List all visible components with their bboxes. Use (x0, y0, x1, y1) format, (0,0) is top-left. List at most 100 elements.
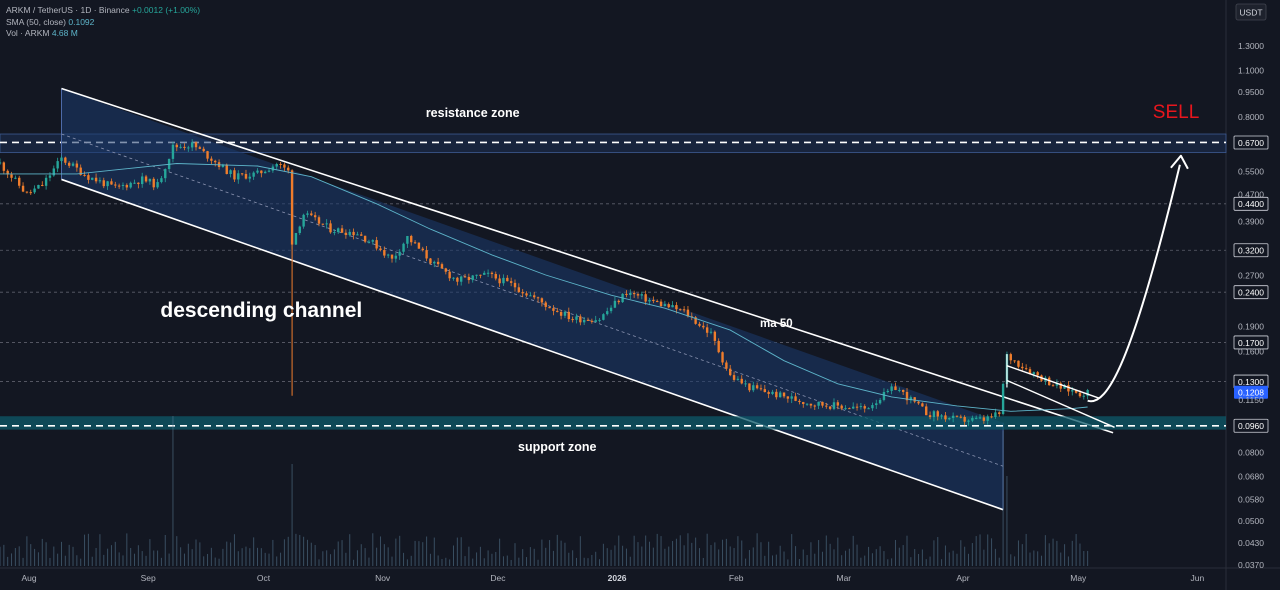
volume-bar (583, 557, 585, 566)
sma-row[interactable]: SMA (50, close) 0.1092 (6, 17, 200, 29)
volume-bar (103, 554, 105, 566)
volume-bar (479, 546, 481, 566)
volume-bar (333, 549, 335, 566)
candle-body (790, 396, 793, 399)
candle-body (386, 254, 390, 256)
candle-body (260, 170, 263, 174)
candle-body (75, 163, 79, 168)
volume-bar (364, 548, 366, 566)
candle-body (56, 161, 59, 169)
volume-bar (549, 540, 551, 566)
price-tick-label: 0.8000 (1238, 112, 1264, 122)
volume-bar (683, 545, 685, 566)
volume-bar (464, 556, 466, 566)
candle-body (563, 311, 567, 316)
volume-bar (714, 542, 716, 566)
volume-bar (695, 537, 697, 566)
volume-bar (1052, 538, 1054, 566)
candle-body (871, 405, 874, 409)
volume-bar (737, 536, 739, 566)
candle-body (106, 181, 109, 187)
candle-body (1009, 354, 1012, 361)
candle-body (805, 403, 809, 405)
candle-body (882, 392, 886, 400)
price-tick-label: 0.0430 (1238, 538, 1264, 548)
candle-body (913, 397, 916, 402)
candle-body (944, 415, 947, 420)
candle-body (452, 277, 455, 279)
candle-body (571, 319, 574, 321)
candle-body (644, 294, 647, 302)
candle-body (198, 147, 202, 149)
volume-bar (1048, 543, 1050, 566)
candle-body (802, 402, 805, 404)
price-tick-label: 0.1150 (1238, 395, 1264, 405)
volume-bar (1056, 540, 1058, 566)
candle-body (1074, 390, 1078, 393)
volume-bar (775, 554, 777, 566)
volume-bar (356, 550, 358, 566)
candle-body (940, 415, 943, 417)
volume-bar (0, 546, 1, 566)
volume-row[interactable]: Vol · ARKM 4.68 M (6, 28, 200, 40)
candle-body (394, 255, 398, 259)
candle-body (609, 307, 613, 312)
candle-body (852, 406, 855, 409)
volume-bar (372, 533, 374, 566)
volume-bar (68, 544, 70, 566)
candle-body (383, 250, 386, 256)
volume-bar (1002, 431, 1004, 566)
candle-body (114, 184, 117, 186)
candle-body (248, 176, 252, 179)
volume-bar (825, 535, 827, 566)
price-tick-label: 0.3200 (1238, 246, 1264, 256)
candle-body (252, 172, 255, 177)
time-tick-label: Apr (956, 573, 969, 583)
volume-bar (918, 553, 920, 566)
volume-bar (410, 555, 412, 566)
candle-body (951, 415, 955, 419)
candle-body (91, 177, 94, 180)
price-tick-label: 1.3000 (1238, 41, 1264, 51)
volume-bar (968, 553, 970, 566)
price-tick-label: 0.0800 (1238, 448, 1264, 458)
candle-body (10, 174, 13, 178)
volume-bar (233, 534, 235, 566)
volume-bar (718, 549, 720, 566)
candle-body (755, 385, 759, 389)
candle-body (152, 178, 155, 188)
volume-bar (107, 548, 109, 566)
projection-arrowhead (1170, 154, 1189, 170)
candle-body (898, 389, 901, 391)
candle-body (263, 171, 267, 174)
annotation-sell: SELL (1153, 102, 1199, 123)
candle-body (287, 167, 290, 171)
volume-bar (449, 559, 451, 566)
candle-body (298, 226, 301, 233)
candle-body (786, 396, 790, 399)
candle-body (709, 331, 713, 333)
volume-bar (660, 536, 662, 566)
candle-body (483, 272, 486, 275)
volume-bar (226, 541, 228, 566)
candle-body (1086, 390, 1089, 396)
symbol-row[interactable]: ARKM / TetherUS · 1D · Binance +0.0012 (… (6, 5, 200, 17)
volume-bar (625, 548, 627, 566)
candle-body (567, 311, 571, 320)
candle-body (967, 420, 970, 422)
candle-body (659, 301, 663, 307)
candle-body (602, 314, 605, 320)
candle-body (271, 166, 275, 171)
candle-body (713, 331, 717, 341)
candle-body (663, 304, 667, 307)
volume-bar (164, 534, 166, 566)
candle-body (775, 391, 778, 398)
volume-bar (526, 557, 528, 566)
candle-body (863, 406, 866, 409)
volume-bar (299, 534, 301, 566)
volume-bar (798, 559, 800, 566)
volume-bar (614, 545, 616, 566)
candle-body (1067, 385, 1070, 392)
volume-bar (268, 553, 270, 566)
